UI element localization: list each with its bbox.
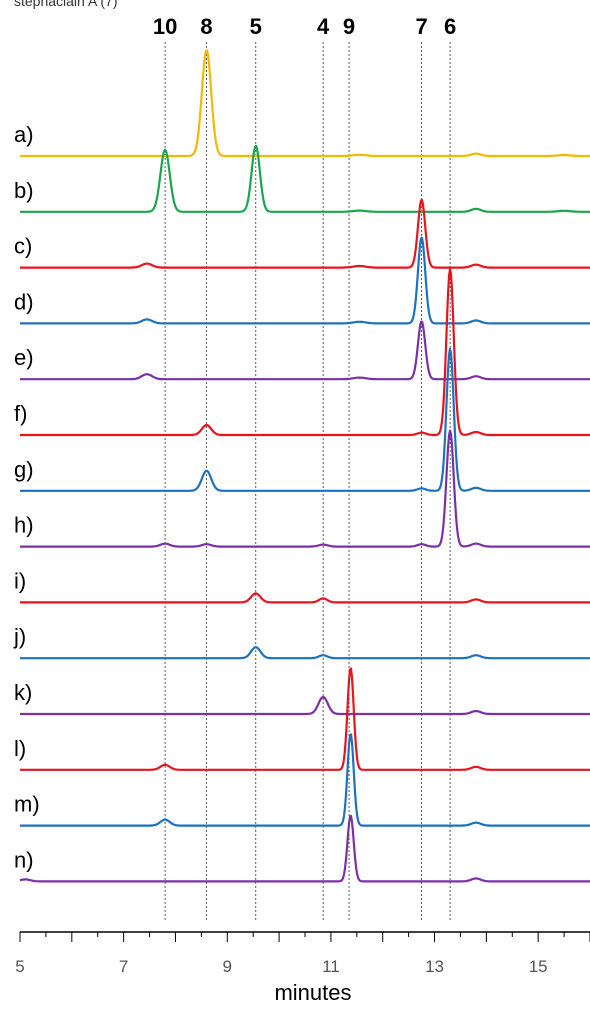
peak-label-8: 8: [200, 14, 212, 39]
peak-label-6: 6: [444, 14, 456, 39]
trace-label-e: e): [14, 345, 34, 370]
trace-c: [19, 198, 590, 269]
trace-j: [19, 646, 590, 660]
peak-guide-lines: [164, 42, 451, 922]
trace-label-f: f): [14, 401, 27, 426]
trace-label-a: a): [14, 122, 34, 147]
x-tick-label-9: 9: [223, 957, 232, 976]
trace-label-h: h): [14, 513, 34, 538]
trace-e: [19, 320, 590, 381]
trace-h: [19, 429, 590, 548]
x-axis: 5 7 9 11 13 15: [15, 931, 590, 976]
peak-label-4: 4: [317, 14, 330, 39]
peak-labels: 10 8 5 4 9 7 6: [153, 14, 456, 39]
trace-b: [19, 144, 590, 213]
trace-label-k: k): [14, 680, 32, 705]
x-tick-label-11: 11: [322, 957, 340, 976]
x-tick-label-5: 5: [15, 957, 24, 976]
trace-label-l: l): [14, 736, 26, 761]
trace-label-i: i): [14, 568, 26, 593]
peak-label-5: 5: [250, 14, 262, 39]
trace-label-b: b): [14, 178, 34, 203]
peak-label-10: 10: [153, 14, 177, 39]
peak-label-7: 7: [415, 14, 427, 39]
peak-label-9: 9: [343, 14, 355, 39]
x-tick-label-15: 15: [529, 957, 548, 976]
trace-m: [19, 733, 590, 827]
x-tick-label-13: 13: [425, 957, 444, 976]
trace-l: [19, 667, 590, 771]
trace-d: [19, 236, 590, 325]
x-axis-ticks: 5 7 9 11 13 15: [15, 932, 590, 976]
trace-f: [19, 268, 590, 437]
trace-k: [19, 695, 590, 716]
x-axis-title: minutes: [274, 980, 351, 1005]
trace-label-c: c): [14, 234, 32, 259]
trace-i: [19, 592, 590, 604]
trace-n: [19, 814, 590, 883]
header-caption: stephaciain A (7): [14, 0, 118, 9]
trace-a: [19, 49, 590, 158]
trace-g: [19, 347, 590, 492]
trace-label-g: g): [14, 457, 34, 482]
traces: a) b) c) d) e) f) g) h) i) j) k) l) m) n): [13, 49, 590, 883]
trace-label-d: d): [14, 289, 34, 314]
x-tick-label-7: 7: [119, 957, 128, 976]
trace-label-n: n): [14, 847, 34, 872]
trace-label-m: m): [14, 792, 40, 817]
trace-label-j: j): [13, 624, 26, 649]
